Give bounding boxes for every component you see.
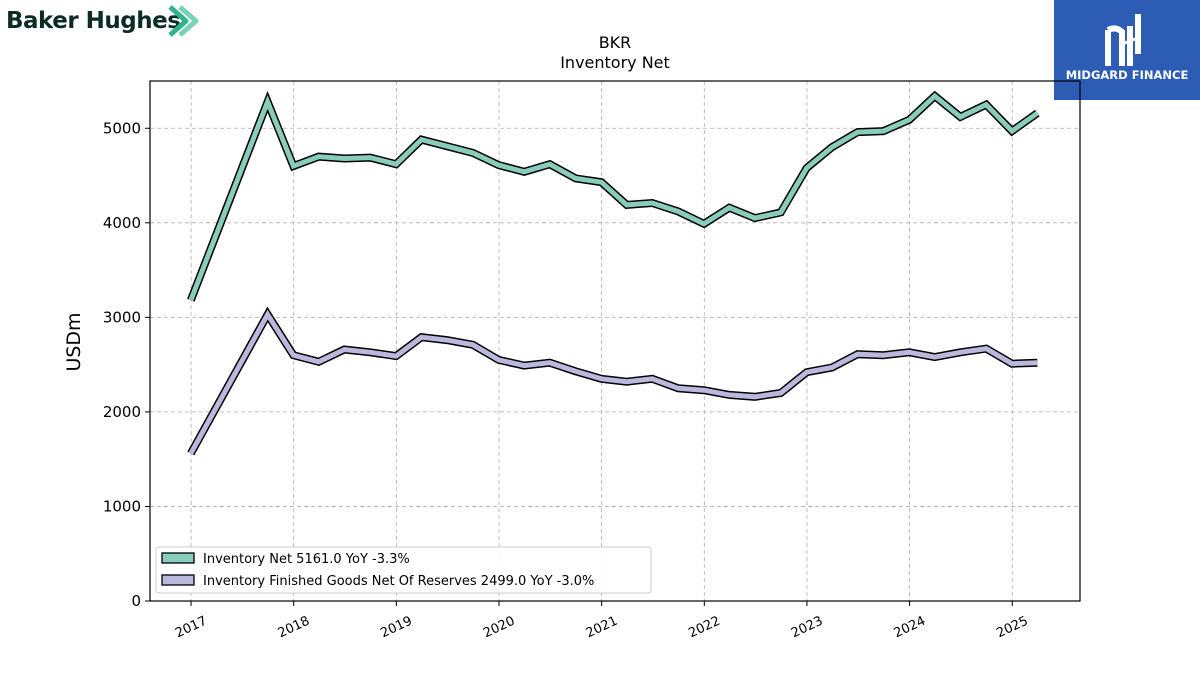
x-tick-label: 2020 — [481, 614, 517, 642]
legend-swatch-finished-goods — [161, 574, 195, 586]
y-tick-label: 4000 — [103, 214, 141, 232]
series-line-finished-goods-outline — [187, 306, 1038, 456]
brand-badge-text: MIDGARD FINANCE — [1065, 68, 1189, 82]
x-tick-label: 2024 — [892, 614, 928, 642]
company-logo: Baker Hughes — [4, 4, 204, 44]
legend-label-inventory-net: Inventory Net 5161.0 YoY -3.3% — [203, 552, 410, 567]
chart-title: BKR — [599, 33, 632, 52]
x-tick-label: 2025 — [994, 614, 1030, 642]
series-line-inventory-net — [188, 92, 1039, 302]
company-logo-icon — [168, 5, 199, 37]
legend-box — [155, 546, 652, 594]
y-axis-ticks: 0 1000 2000 3000 4000 5000 — [103, 119, 150, 610]
y-tick-label: 5000 — [103, 119, 141, 137]
company-logo-text: Baker Hughes — [6, 8, 181, 34]
legend-label-finished-goods: Inventory Finished Goods Net Of Reserves… — [203, 574, 594, 589]
x-tick-label: 2017 — [173, 614, 209, 642]
x-tick-label: 2023 — [789, 614, 825, 642]
y-axis-label: USDm — [63, 312, 85, 371]
chart-subtitle: Inventory Net — [560, 53, 670, 72]
x-tick-label: 2019 — [378, 614, 414, 642]
y-tick-label: 1000 — [103, 497, 141, 515]
y-tick-label: 3000 — [103, 308, 141, 326]
series-line-inventory-net-outline — [187, 90, 1040, 302]
x-tick-label: 2021 — [584, 614, 620, 642]
series-lines — [187, 90, 1040, 456]
legend-swatch-inventory-net — [161, 552, 195, 564]
y-tick-label: 0 — [131, 592, 141, 610]
y-tick-label: 2000 — [103, 403, 141, 421]
brand-logo-icon — [1105, 14, 1141, 66]
brand-badge: MIDGARD FINANCE — [1054, 0, 1200, 100]
x-axis-ticks: 2017 2018 2019 2020 2021 2022 2023 2024 2025 — [173, 601, 1031, 641]
x-tick-label: 2018 — [276, 614, 312, 642]
plot-frame — [149, 80, 1081, 602]
x-tick-label: 2022 — [686, 614, 722, 642]
series-line-finished-goods — [188, 309, 1038, 455]
legend: Inventory Net 5161.0 YoY -3.3% Inventory… — [155, 546, 652, 594]
